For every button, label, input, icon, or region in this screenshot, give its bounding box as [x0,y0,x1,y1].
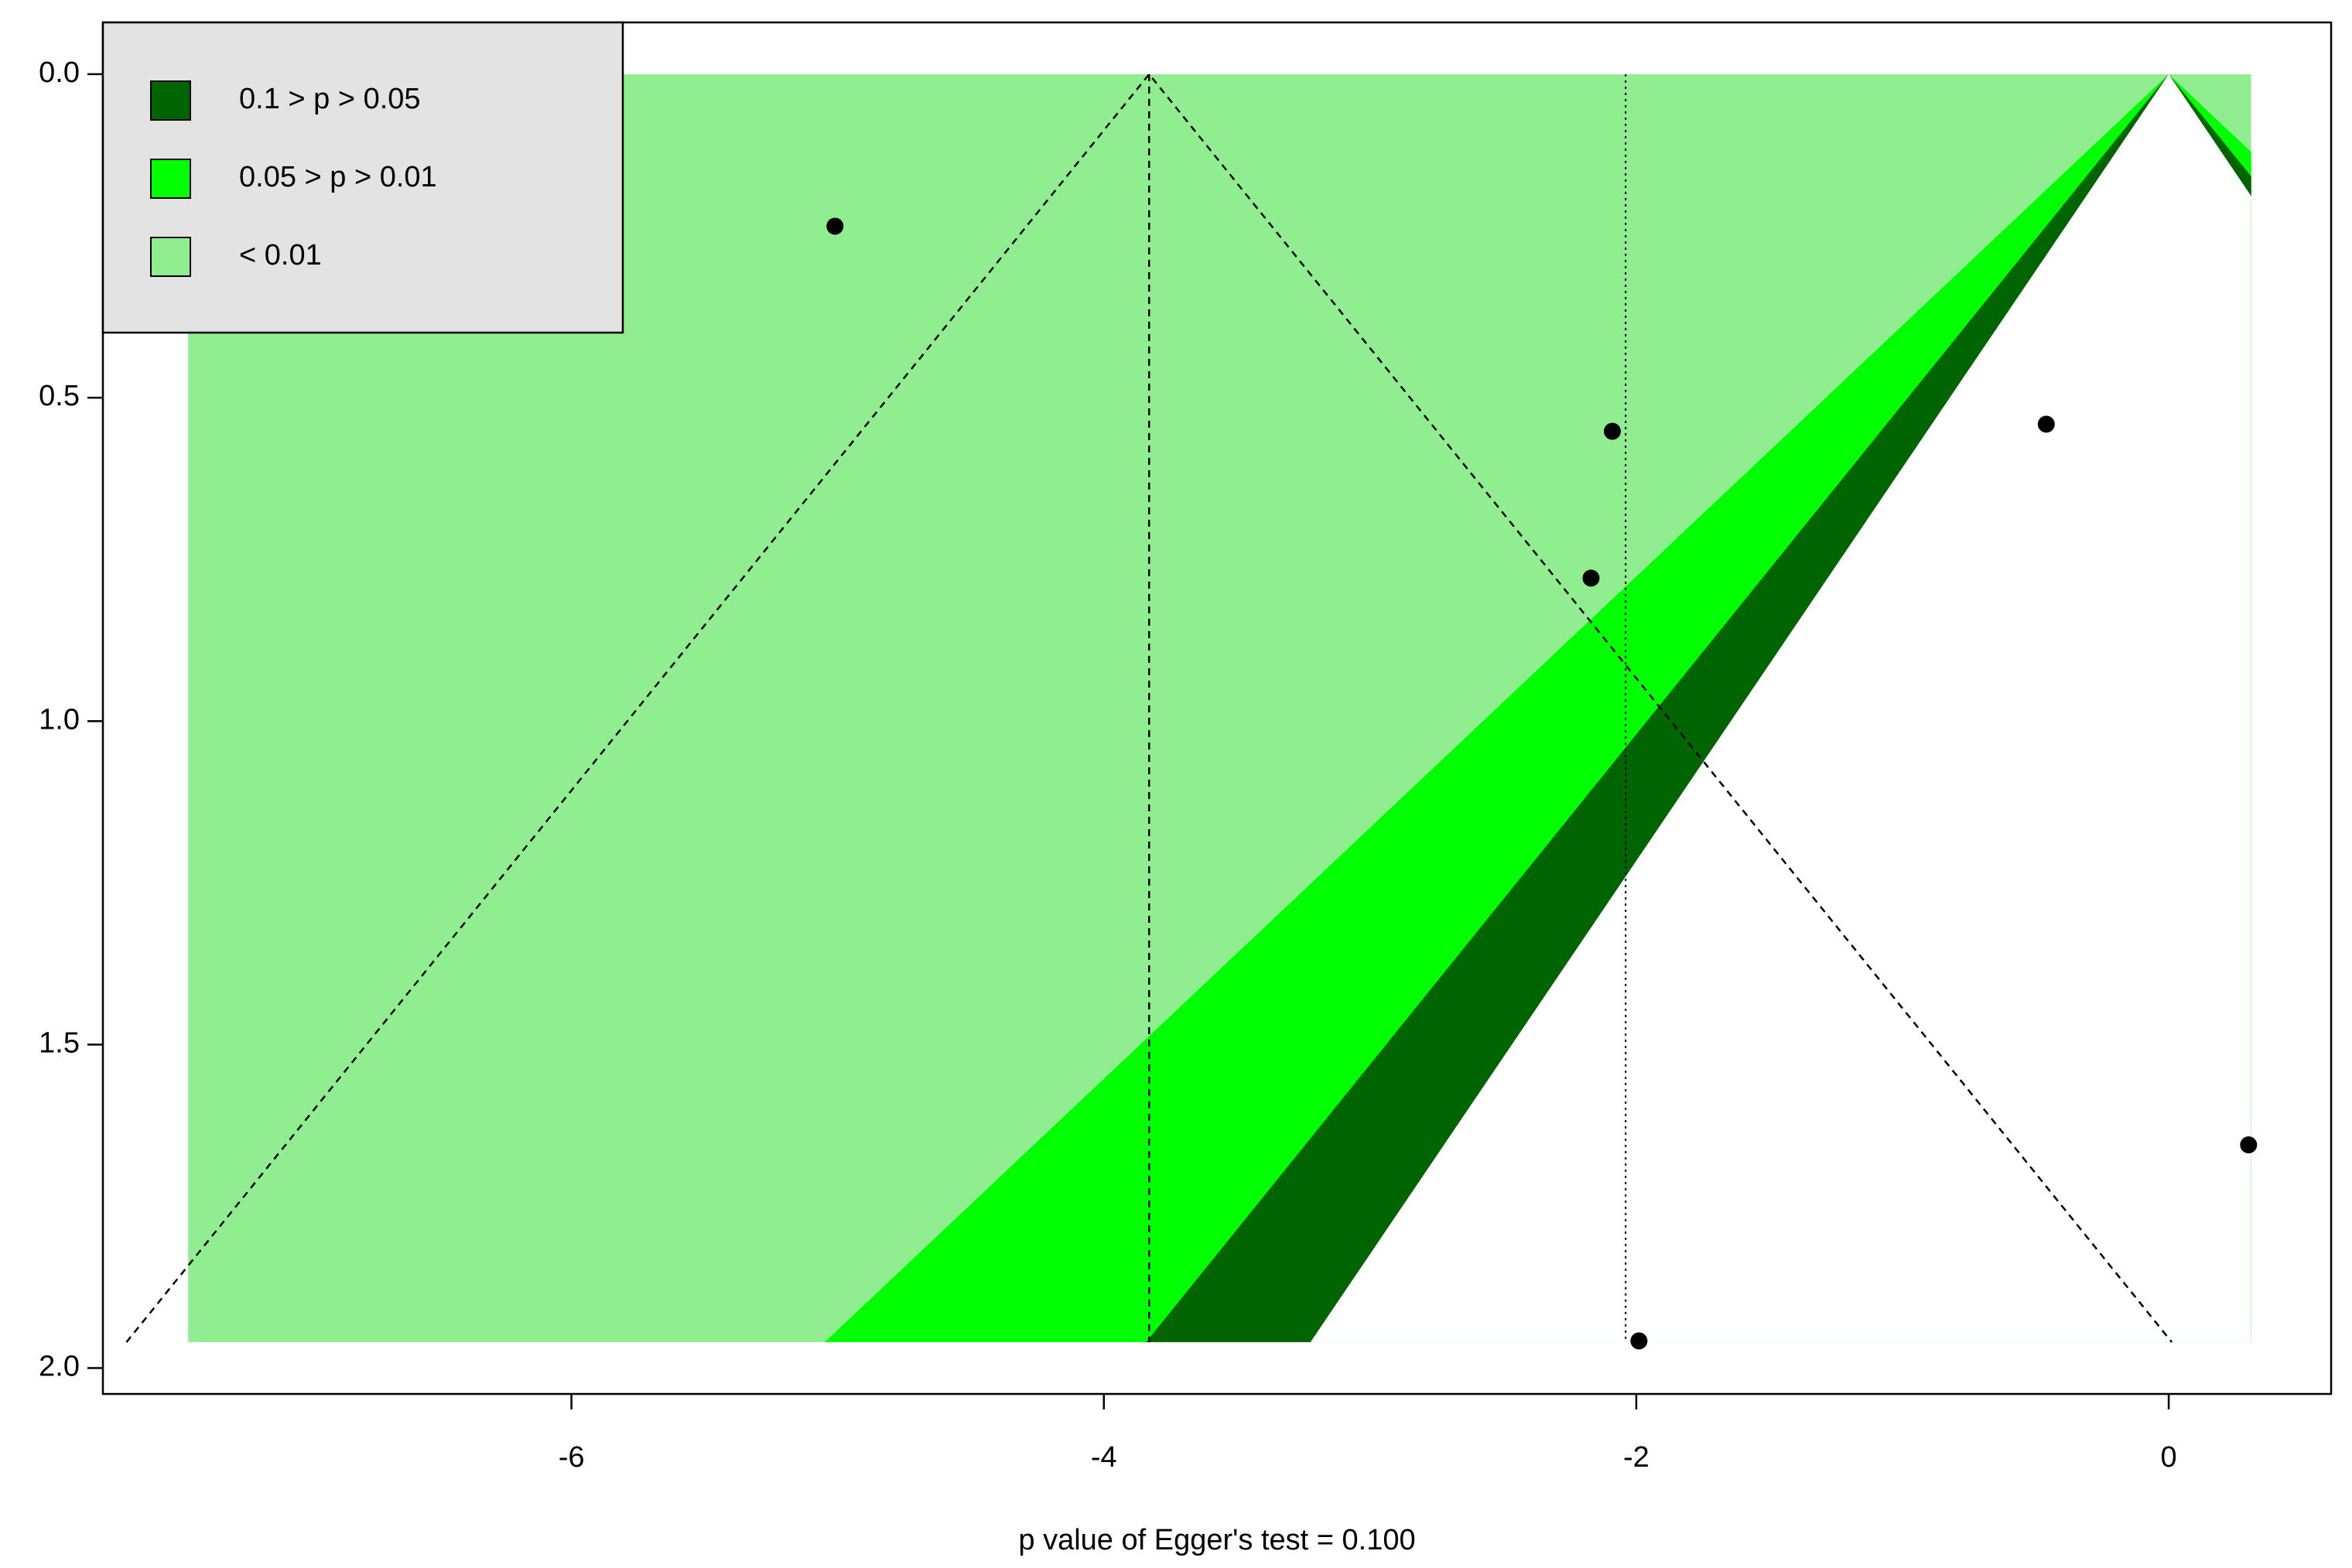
x-tick-label: -6 [559,1441,585,1474]
legend-swatch [150,237,191,277]
axes: -6 -4 -2 0 0.0 0.5 1.0 1.5 2.0 [39,21,2333,1474]
point [2037,415,2055,433]
legend-swatch [150,159,191,199]
legend-label: 0.05 > p > 0.01 [239,161,437,193]
x-tick-label: -4 [1091,1441,1117,1474]
y-tick-label: 1.5 [39,1027,80,1059]
points [826,217,2258,1350]
region-nonsignificant [1310,73,2251,1343]
legend: 0.1 > p > 0.05 0.05 > p > 0.01 < 0.01 [101,21,624,334]
legend-label: < 0.01 [239,239,322,272]
y-tick-label: 2.0 [39,1351,80,1383]
point [1582,569,1600,587]
y-tick-label: 0.5 [39,380,80,412]
contour-regions [188,73,2251,1343]
plot-frame [101,21,2333,1395]
funnel-lines [125,72,2173,1343]
x-tick-label: 0 [2161,1441,2177,1474]
y-tick-label: 0.0 [39,56,80,89]
funnel-edge [125,72,2173,1343]
x-tick-label: -2 [1623,1441,1649,1474]
point [1603,422,1621,440]
point [2240,1136,2258,1154]
legend-label: 0.1 > p > 0.05 [239,83,421,115]
legend-swatch [150,80,191,121]
y-tick-label: 1.0 [39,703,80,736]
x-axis-label: p value of Egger's test = 0.100 [1018,1524,1415,1556]
point [826,217,844,235]
point [1630,1332,1648,1350]
